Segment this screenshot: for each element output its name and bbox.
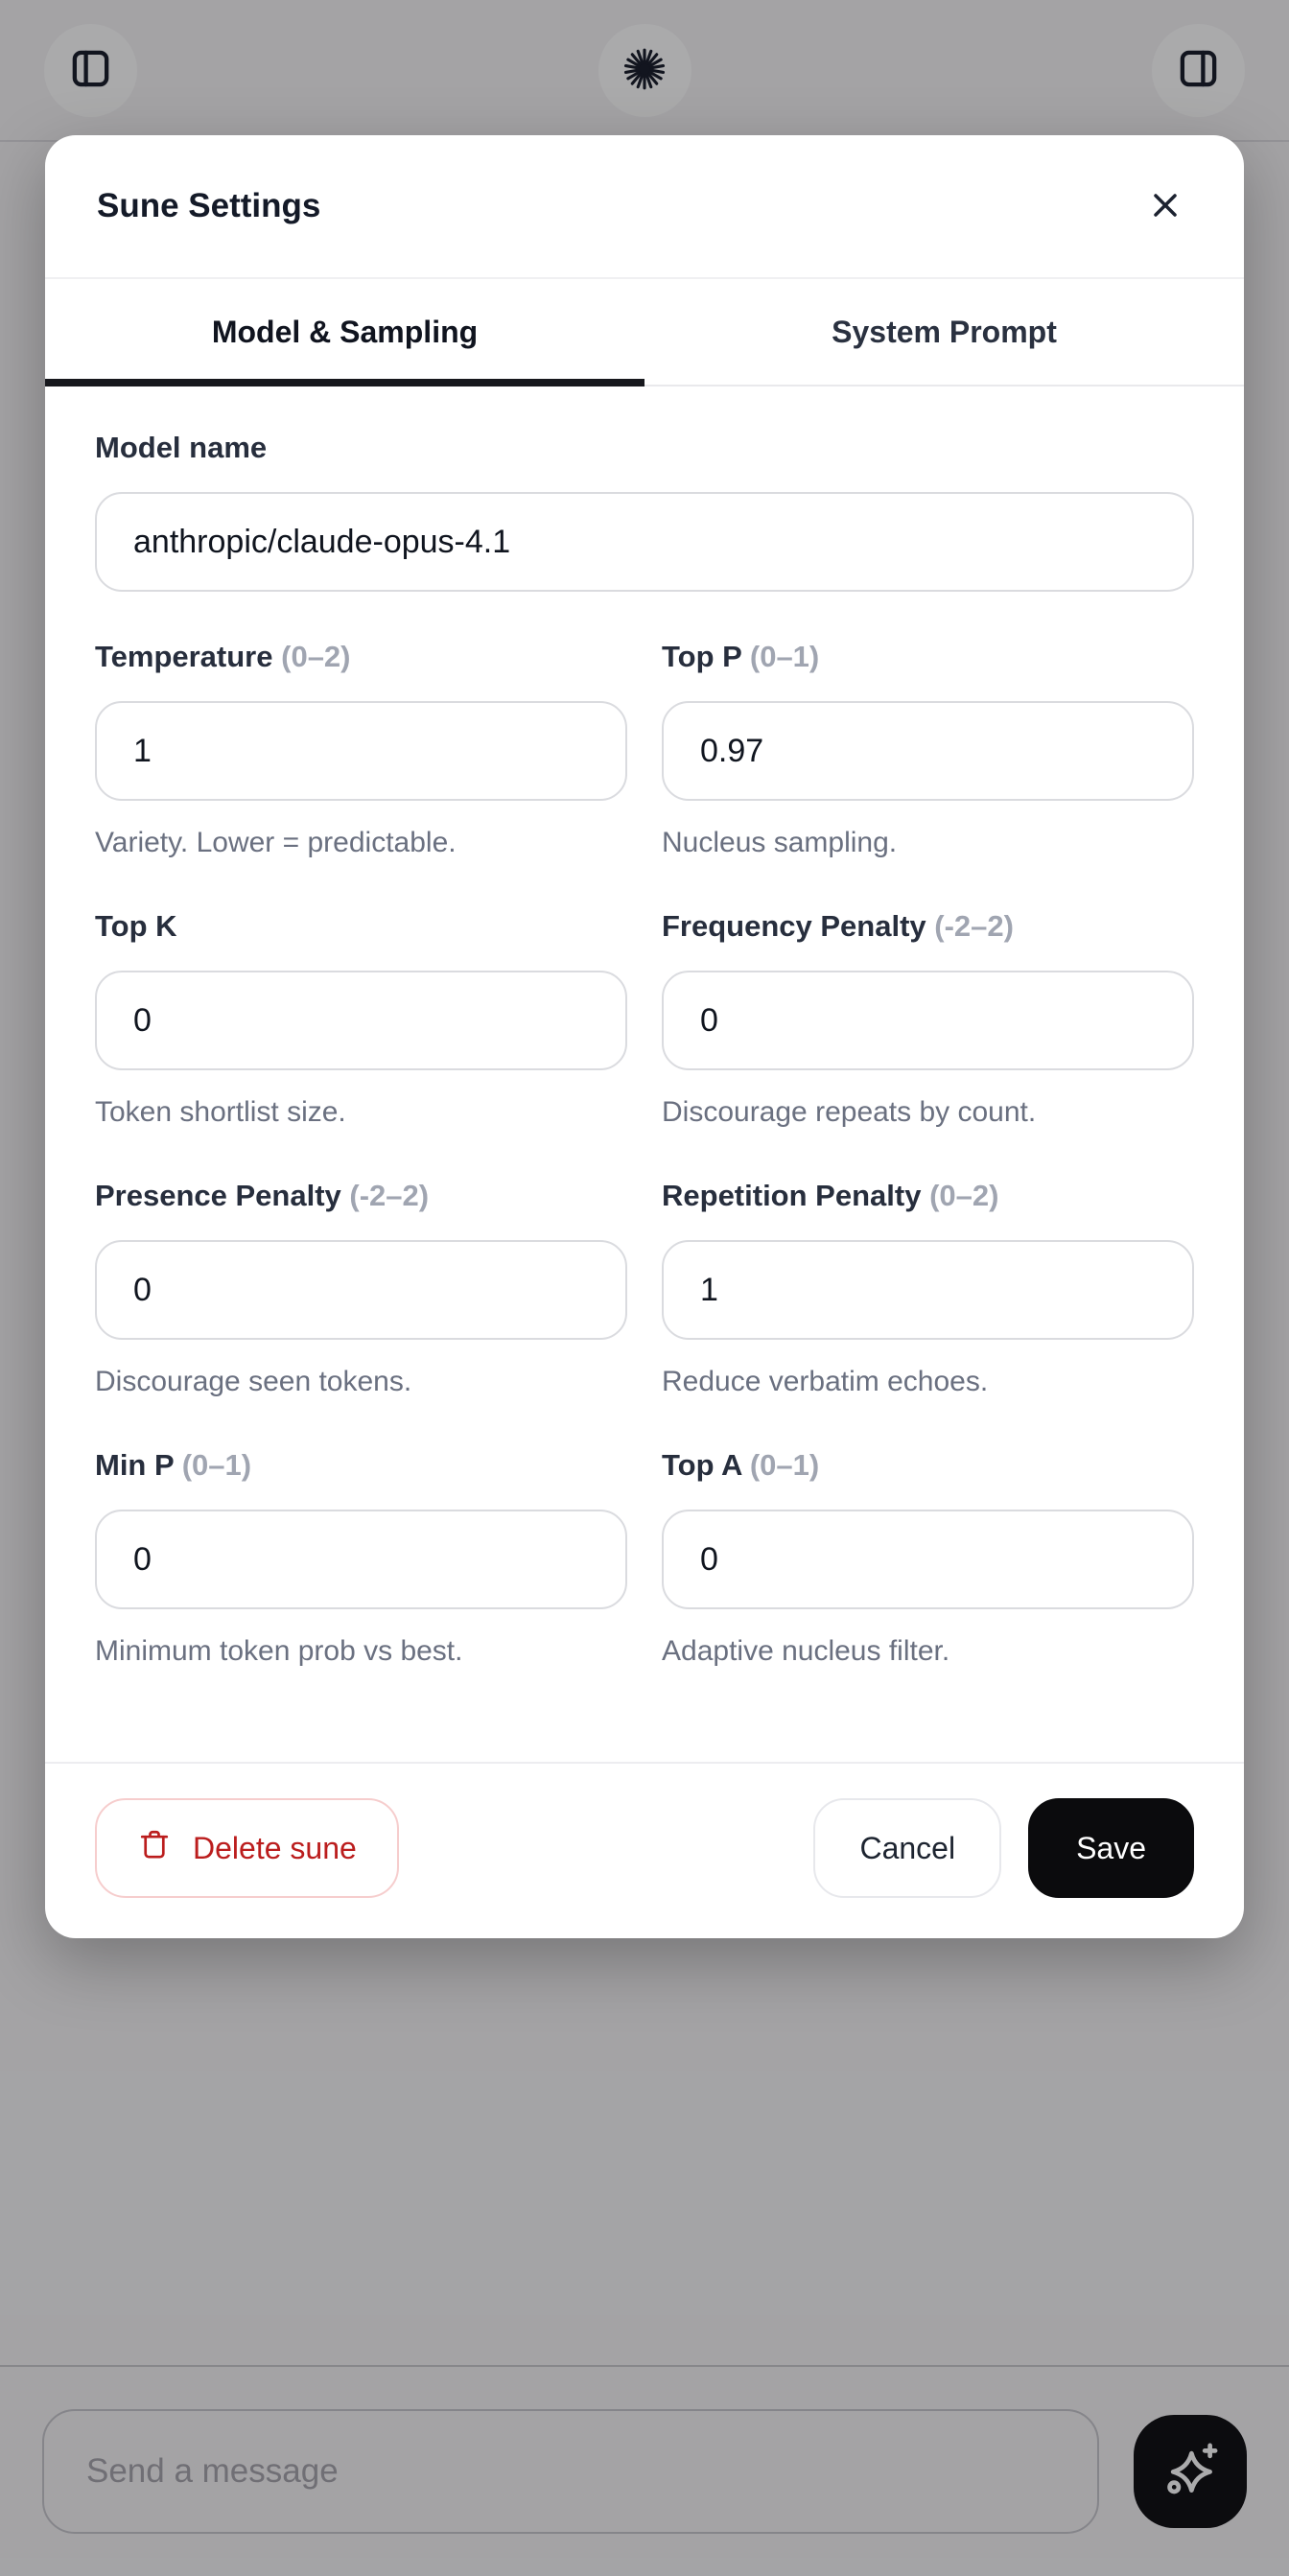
field-top-a: Top A (0–1) Adaptive nucleus filter. bbox=[662, 1448, 1194, 1668]
field-label: Model name bbox=[95, 431, 268, 464]
sampling-fields-grid: Temperature (0–2) Variety. Lower = predi… bbox=[95, 640, 1194, 1668]
delete-button-label: Delete sune bbox=[193, 1830, 357, 1865]
field-hint: Adaptive nucleus filter. bbox=[662, 1635, 950, 1667]
field-range: (0–1) bbox=[749, 1448, 820, 1482]
field-range: (0–2) bbox=[281, 640, 351, 673]
top-k-input[interactable] bbox=[95, 971, 627, 1070]
dialog-header: Sune Settings bbox=[45, 135, 1244, 279]
presence-penalty-input[interactable] bbox=[95, 1240, 627, 1340]
sparkles-icon bbox=[1159, 2439, 1222, 2505]
tab-label: Model & Sampling bbox=[211, 314, 479, 349]
field-label: Top P (0–1) bbox=[662, 640, 820, 673]
field-temperature: Temperature (0–2) Variety. Lower = predi… bbox=[95, 640, 627, 859]
tab-label: System Prompt bbox=[832, 314, 1057, 349]
cancel-button-label: Cancel bbox=[859, 1830, 956, 1865]
right-panel-toggle-button[interactable] bbox=[1152, 23, 1245, 117]
sidebar-toggle-button[interactable] bbox=[44, 23, 137, 117]
panel-left-icon bbox=[68, 46, 113, 94]
tab-system-prompt[interactable]: System Prompt bbox=[644, 279, 1244, 385]
field-range: (-2–2) bbox=[934, 909, 1014, 943]
footer-actions: Cancel Save bbox=[813, 1798, 1194, 1898]
trash-icon bbox=[137, 1827, 172, 1869]
field-top-k: Top K Token shortlist size. bbox=[95, 909, 627, 1129]
panel-right-icon bbox=[1176, 46, 1221, 94]
field-presence-penalty: Presence Penalty (-2–2) Discourage seen … bbox=[95, 1179, 627, 1398]
field-label: Top A (0–1) bbox=[662, 1448, 820, 1482]
field-label: Top K bbox=[95, 909, 177, 943]
top-a-input[interactable] bbox=[662, 1510, 1194, 1609]
top-p-input[interactable] bbox=[662, 701, 1194, 801]
field-hint: Reduce verbatim echoes. bbox=[662, 1366, 989, 1397]
field-hint: Nucleus sampling. bbox=[662, 827, 898, 858]
field-label: Presence Penalty (-2–2) bbox=[95, 1179, 430, 1212]
field-hint: Token shortlist size. bbox=[95, 1096, 346, 1128]
field-repetition-penalty: Repetition Penalty (0–2) Reduce verbatim… bbox=[662, 1179, 1194, 1398]
field-range: (0–1) bbox=[181, 1448, 252, 1482]
field-top-p: Top P (0–1) Nucleus sampling. bbox=[662, 640, 1194, 859]
field-range: (0–1) bbox=[749, 640, 820, 673]
field-model-name: Model name bbox=[95, 431, 1194, 592]
save-button-label: Save bbox=[1076, 1830, 1146, 1865]
save-button[interactable]: Save bbox=[1028, 1798, 1194, 1898]
field-hint: Variety. Lower = predictable. bbox=[95, 827, 457, 858]
starburst-logo-icon bbox=[621, 45, 668, 96]
field-label: Temperature (0–2) bbox=[95, 640, 351, 673]
composer-bar bbox=[0, 2365, 1289, 2576]
frequency-penalty-input[interactable] bbox=[662, 971, 1194, 1070]
field-label: Min P (0–1) bbox=[95, 1448, 252, 1482]
sune-settings-dialog: Sune Settings Model & Sampling System Pr… bbox=[45, 135, 1244, 1938]
model-name-input[interactable] bbox=[95, 492, 1194, 592]
field-frequency-penalty: Frequency Penalty (-2–2) Discourage repe… bbox=[662, 909, 1194, 1129]
field-hint: Discourage seen tokens. bbox=[95, 1366, 412, 1397]
field-range: (0–2) bbox=[929, 1179, 999, 1212]
dialog-footer: Delete sune Cancel Save bbox=[45, 1762, 1244, 1938]
app-logo-button[interactable] bbox=[598, 23, 691, 117]
field-range: (-2–2) bbox=[349, 1179, 430, 1212]
cancel-button[interactable]: Cancel bbox=[813, 1798, 1002, 1898]
field-hint: Discourage repeats by count. bbox=[662, 1096, 1037, 1128]
field-hint: Minimum token prob vs best. bbox=[95, 1635, 463, 1667]
message-input[interactable] bbox=[42, 2409, 1099, 2534]
top-bar bbox=[0, 0, 1289, 142]
dialog-tabs: Model & Sampling System Prompt bbox=[45, 279, 1244, 386]
close-icon bbox=[1146, 186, 1184, 227]
tab-model-sampling[interactable]: Model & Sampling bbox=[45, 279, 644, 386]
send-button[interactable] bbox=[1134, 2415, 1247, 2528]
field-min-p: Min P (0–1) Minimum token prob vs best. bbox=[95, 1448, 627, 1668]
temperature-input[interactable] bbox=[95, 701, 627, 801]
field-label: Frequency Penalty (-2–2) bbox=[662, 909, 1014, 943]
dialog-body[interactable]: Model name Temperature (0–2) Variety. Lo… bbox=[45, 386, 1244, 1762]
close-button[interactable] bbox=[1142, 183, 1188, 229]
delete-sune-button[interactable]: Delete sune bbox=[95, 1798, 399, 1898]
field-label: Repetition Penalty (0–2) bbox=[662, 1179, 999, 1212]
repetition-penalty-input[interactable] bbox=[662, 1240, 1194, 1340]
dialog-title: Sune Settings bbox=[97, 187, 321, 224]
min-p-input[interactable] bbox=[95, 1510, 627, 1609]
